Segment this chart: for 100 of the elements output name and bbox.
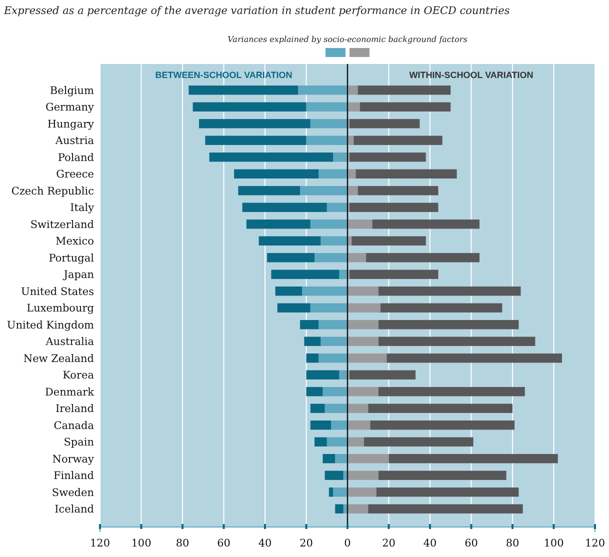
bar [370,420,515,430]
y-tick-label: Norway [52,453,94,466]
bar [238,186,300,196]
bar [314,437,327,446]
bar [310,420,331,430]
bar [368,504,523,514]
bar [348,286,378,296]
y-tick-label: Austria [54,135,94,148]
x-tick-label: 120 [584,538,606,550]
bar [348,470,378,480]
y-tick-label: United States [21,286,94,298]
bar [348,488,376,497]
bar [267,253,314,262]
bar [326,437,348,446]
y-tick-label: United Kingdom [6,319,94,332]
bar [205,136,306,145]
bar [378,470,506,480]
bar [348,354,387,363]
bar [234,169,319,178]
bar [322,454,336,464]
y-tick-label: Germany [45,102,94,114]
bar [326,202,348,212]
bar [331,420,348,430]
bar [348,303,380,312]
bar [310,119,348,128]
bar [360,102,451,112]
y-tick-label: Sweden [52,486,94,499]
y-tick-label: Korea [62,370,94,382]
y-tick-label: Spain [64,436,94,449]
bar [358,86,451,95]
bar [300,186,348,196]
bar [306,136,348,145]
bar [188,86,298,95]
x-tick-label: 40 [423,538,437,550]
bar [348,387,378,396]
bar [348,504,368,514]
bar [378,336,536,346]
bar [333,152,348,162]
bar [306,370,340,380]
x-tick-label: 80 [176,538,190,550]
bar [324,470,344,480]
y-tick-label: Portugal [48,252,95,264]
y-tick-label: Switzerland [30,218,94,231]
x-tick-label: 60 [217,538,230,550]
y-tick-label: Finland [53,470,94,482]
bar [350,202,438,212]
bar [348,169,356,178]
bar [350,270,438,279]
bar [192,102,306,112]
bar [378,387,525,396]
bar [335,504,344,514]
bar [320,336,348,346]
bar [275,286,302,296]
bar [310,404,325,413]
chart-title: Expressed as a percentage of the average variation in student performance in OECD countries [3,5,510,17]
x-tick-label: 20 [300,538,313,550]
bar [358,186,438,196]
bar [366,253,480,262]
bar [350,152,426,162]
bar [209,152,334,162]
bar [258,236,321,246]
bar [271,270,340,279]
bar [348,320,378,330]
bar [348,420,370,430]
legend-title: Variances explained by socio-economic background factors [228,35,468,44]
y-tick-label: Luxembourg [26,302,94,315]
y-tick-label: Canada [54,420,94,432]
bar [318,354,348,363]
bar [376,488,519,497]
bar [348,454,389,464]
y-tick-label: Greece [56,168,94,181]
x-tick-label: 80 [506,538,520,550]
bar [372,220,480,229]
bar [306,102,348,112]
bar [388,454,558,464]
bar [380,303,502,312]
bar [310,303,348,312]
bar [350,370,416,380]
bar [350,119,420,128]
bar [306,354,319,363]
bar [328,488,334,497]
bar [320,236,348,246]
y-tick-label: Australia [44,336,94,348]
y-tick-label: Mexico [56,236,94,248]
bar [302,286,348,296]
x-tick-label: 20 [382,538,396,550]
bar [298,86,348,95]
annotation: WITHIN-SCHOOL VARIATION [409,70,534,80]
bar [324,404,348,413]
y-tick-label: Ireland [56,403,94,416]
bar [348,186,358,196]
bar [356,169,457,178]
bar [348,86,358,95]
bar [348,253,366,262]
bar [378,320,519,330]
bar [348,404,368,413]
bar [386,354,562,363]
bar [352,236,426,246]
bar [348,220,372,229]
annotation: BETWEEN-SCHOOL VARIATION [155,70,292,80]
